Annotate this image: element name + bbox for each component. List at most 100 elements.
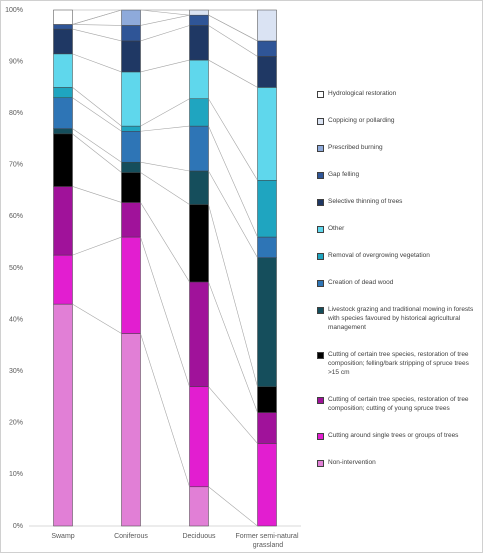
legend-swatch bbox=[317, 91, 324, 98]
legend-item: Hydrological restoration bbox=[317, 89, 477, 98]
x-tick-label: Deciduous bbox=[182, 533, 216, 540]
bar-segment bbox=[257, 56, 277, 88]
legend-item: Prescribed burning bbox=[317, 143, 477, 152]
bar-segment bbox=[257, 443, 277, 527]
bar-segment bbox=[53, 186, 73, 256]
connector-line bbox=[72, 28, 122, 42]
y-tick-label: 0% bbox=[13, 523, 23, 530]
bar-segment bbox=[53, 254, 73, 305]
legend-swatch bbox=[317, 253, 324, 260]
connector-line bbox=[140, 333, 190, 487]
y-tick-label: 100% bbox=[5, 7, 23, 14]
bar-segment bbox=[121, 333, 141, 527]
bar-segment bbox=[53, 87, 73, 98]
bar-segment bbox=[121, 71, 141, 127]
bar-segment bbox=[189, 386, 209, 488]
bar-segment bbox=[121, 9, 141, 26]
bar-segment bbox=[121, 236, 141, 334]
legend-item: Other bbox=[317, 224, 477, 233]
connector-line bbox=[140, 161, 190, 172]
y-tick-label: 20% bbox=[9, 420, 23, 427]
bar-segment bbox=[121, 40, 141, 73]
legend-label: Coppicing or pollarding bbox=[328, 117, 395, 124]
connector-line bbox=[208, 59, 258, 88]
legend-label: Prescribed burning bbox=[328, 144, 383, 151]
legend-item: Livestock grazing and traditional mowing… bbox=[317, 305, 477, 332]
legend-item: Removal of overgrowing vegetation bbox=[317, 251, 477, 260]
legend-item: Non-intervention bbox=[317, 458, 477, 467]
connector-line bbox=[72, 128, 122, 163]
bar-segment bbox=[53, 133, 73, 187]
bar-segment bbox=[189, 170, 209, 205]
connector-line bbox=[140, 25, 190, 42]
connector-line bbox=[72, 97, 122, 132]
legend-swatch bbox=[317, 199, 324, 206]
bar-segment bbox=[53, 28, 73, 55]
connector-line bbox=[140, 202, 190, 283]
legend-label: Other bbox=[328, 225, 345, 232]
bar-segment bbox=[53, 303, 73, 527]
legend-item: Cutting around single trees or groups of… bbox=[317, 431, 477, 440]
legend-swatch bbox=[317, 172, 324, 179]
legend-item: Cutting of certain tree species, restora… bbox=[317, 350, 477, 377]
bar-segment bbox=[121, 25, 141, 42]
bar-segment bbox=[257, 236, 277, 258]
bar-segment bbox=[257, 257, 277, 387]
connector-line bbox=[72, 53, 122, 73]
bar-segment bbox=[189, 204, 209, 283]
connector-line bbox=[208, 204, 258, 387]
bar-segment bbox=[189, 59, 209, 100]
bar-segment bbox=[121, 202, 141, 238]
bar-segment bbox=[189, 486, 209, 527]
legend-swatch bbox=[317, 118, 324, 125]
legend-label: Livestock grazing and traditional mowing… bbox=[328, 306, 474, 331]
connector-line bbox=[208, 386, 258, 444]
connector-line bbox=[72, 236, 122, 256]
bar-segment bbox=[121, 172, 141, 203]
legend-swatch bbox=[317, 145, 324, 152]
legend-label: Cutting of certain tree species, restora… bbox=[328, 351, 469, 376]
legend-label: Selective thinning of trees bbox=[328, 198, 403, 205]
y-tick-label: 70% bbox=[9, 162, 23, 169]
legend-item: Creation of dead wood bbox=[317, 278, 477, 287]
bar-segment bbox=[189, 25, 209, 61]
y-tick-label: 40% bbox=[9, 316, 23, 323]
connector-line bbox=[208, 281, 258, 413]
legend-swatch bbox=[317, 280, 324, 287]
x-tick-label: Former semi-natural grassland bbox=[235, 533, 298, 549]
legend-label: Hydrological restoration bbox=[328, 90, 397, 97]
connector-line bbox=[72, 9, 122, 25]
legend-label: Removal of overgrowing vegetation bbox=[328, 252, 430, 259]
connector-line bbox=[208, 14, 258, 42]
bar-segment bbox=[189, 98, 209, 127]
bar-segment bbox=[189, 281, 209, 387]
connector-line bbox=[72, 87, 122, 127]
x-tick-label: Coniferous bbox=[114, 533, 148, 540]
legend-swatch bbox=[317, 352, 324, 359]
connector-line bbox=[72, 186, 122, 203]
legend-label: Gap felling bbox=[328, 171, 360, 178]
legend-label: Non-intervention bbox=[328, 459, 376, 466]
bar-segment bbox=[121, 131, 141, 163]
y-tick-label: 10% bbox=[9, 471, 23, 478]
legend-item: Selective thinning of trees bbox=[317, 197, 477, 206]
bar-segment bbox=[189, 14, 209, 26]
bar-segment bbox=[53, 24, 73, 30]
connector-line bbox=[140, 125, 190, 132]
legend-item: Gap felling bbox=[317, 170, 477, 179]
bar-segment bbox=[53, 97, 73, 129]
bar-segment bbox=[121, 161, 141, 173]
connector-line bbox=[208, 98, 258, 181]
bar-segment bbox=[121, 125, 141, 132]
legend-swatch bbox=[317, 226, 324, 233]
connector-line bbox=[140, 59, 190, 73]
connector-line bbox=[72, 133, 122, 173]
legend-swatch bbox=[317, 433, 324, 440]
legend-item: Coppicing or pollarding bbox=[317, 116, 477, 125]
connector-line bbox=[140, 172, 190, 205]
bar-segment bbox=[257, 386, 277, 413]
connector-line bbox=[140, 236, 190, 387]
connector-line bbox=[208, 170, 258, 258]
